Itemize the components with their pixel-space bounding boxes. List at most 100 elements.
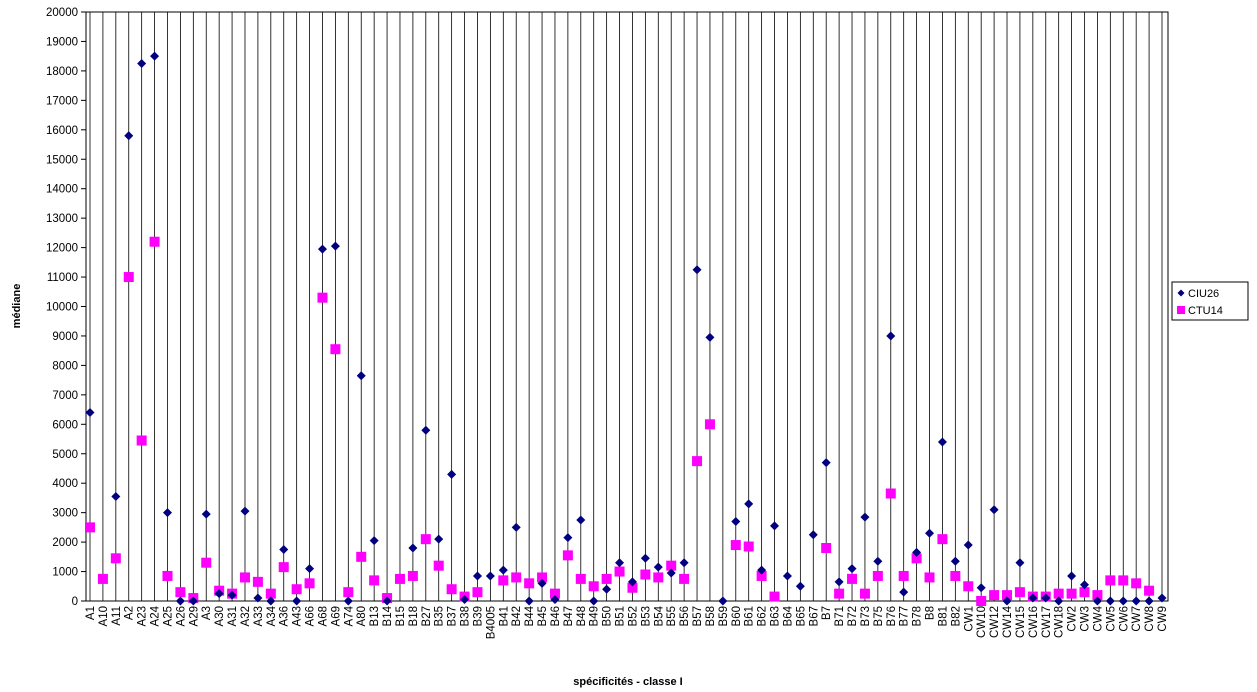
diamond-marker (627, 577, 637, 587)
diamond-marker (524, 596, 534, 606)
x-tick-label: CW17 (1041, 606, 1053, 638)
square-marker (588, 581, 599, 592)
diamond-marker (330, 241, 340, 251)
x-tick-label: A1 (85, 606, 97, 620)
x-tick-label: A2 (124, 606, 136, 620)
x-tick-label: A31 (227, 606, 239, 626)
x-tick-label: B50 (602, 606, 614, 626)
square-marker (963, 581, 974, 592)
x-tick-label: A36 (279, 606, 291, 626)
y-tick-label: 12000 (46, 243, 78, 255)
diamond-marker (795, 581, 805, 591)
x-tick-label: B53 (640, 606, 652, 626)
square-marker (1118, 575, 1129, 586)
x-tick-label: B56 (679, 606, 691, 626)
x-tick-label: A43 (292, 606, 304, 626)
x-tick-label: B46 (550, 606, 562, 626)
square-marker (201, 557, 212, 568)
y-tick-label: 5000 (52, 449, 78, 461)
square-marker (394, 573, 405, 584)
diamond-marker (834, 577, 844, 587)
diamond-marker (886, 331, 896, 341)
square-marker (924, 572, 935, 583)
square-marker (1066, 588, 1077, 599)
diamond-marker (150, 51, 160, 61)
diamond-marker (498, 565, 508, 575)
diamond-marker (563, 533, 573, 543)
square-marker (239, 572, 250, 583)
diamond-marker (692, 265, 702, 275)
square-marker (343, 587, 354, 598)
square-marker (743, 541, 754, 552)
square-marker (356, 551, 367, 562)
x-tick-label: B13 (369, 606, 381, 626)
x-tick-label: B81 (937, 606, 949, 626)
diamond-marker (705, 332, 715, 342)
diamond-marker (253, 593, 263, 603)
x-tick-label: A11 (111, 606, 123, 626)
square-marker (407, 570, 418, 581)
y-tick-label: 11000 (47, 272, 78, 284)
x-tick-label: B61 (744, 606, 756, 626)
diamond-marker (317, 244, 327, 254)
diamond-marker (770, 521, 780, 531)
x-tick-label: A80 (356, 606, 368, 626)
x-tick-label: B7 (821, 606, 833, 620)
diamond-marker (447, 469, 457, 479)
x-tick-label: B47 (563, 606, 575, 626)
x-tick-label: A26 (175, 606, 187, 626)
diamond-marker (1002, 596, 1012, 606)
diamond-marker (85, 408, 95, 418)
square-marker (549, 588, 560, 599)
y-axis-title: médiane (11, 284, 23, 329)
square-marker (704, 419, 715, 430)
square-marker (847, 573, 858, 584)
diamond-marker (111, 491, 121, 501)
x-tick-label: CW8 (1144, 606, 1156, 632)
diamond-marker (925, 528, 935, 538)
diamond-marker (240, 506, 250, 516)
legend-label: CIU26 (1188, 288, 1219, 300)
y-tick-label: 15000 (46, 154, 78, 166)
x-axis-title: spécificités - classe I (573, 676, 682, 688)
square-marker (627, 582, 638, 593)
diamond-marker (1118, 596, 1128, 606)
x-tick-label: A23 (137, 606, 149, 626)
square-marker (149, 236, 160, 247)
y-tick-label: 6000 (52, 419, 78, 431)
x-tick-label: A24 (150, 605, 162, 626)
square-marker (1079, 587, 1090, 598)
diamond-marker (821, 458, 831, 468)
x-tick-label: A30 (214, 606, 226, 626)
diamond-marker (899, 587, 909, 597)
legend-marker (1177, 289, 1185, 297)
diamond-marker (472, 571, 482, 581)
x-tick-label: B54 (653, 605, 665, 626)
diamond-marker (434, 534, 444, 544)
x-tick-label: CW9 (1157, 606, 1169, 632)
x-tick-label: B45 (537, 606, 549, 626)
square-marker (175, 587, 186, 598)
x-tick-label: B52 (627, 606, 639, 626)
x-tick-label: A69 (330, 606, 342, 626)
x-tick-label: A25 (162, 606, 174, 626)
x-tick-label: CW2 (1067, 606, 1079, 632)
square-marker (1014, 587, 1025, 598)
diamond-marker (511, 522, 521, 532)
x-tick-label: CW6 (1118, 606, 1130, 632)
x-tick-label: B82 (950, 606, 962, 626)
square-marker (769, 591, 780, 602)
diamond-marker (640, 553, 650, 563)
x-tick-label: B76 (886, 606, 898, 626)
y-tick-label: 7000 (52, 390, 78, 402)
diamond-marker (408, 543, 418, 553)
diamond-marker (1157, 593, 1167, 603)
x-tick-label: B51 (615, 606, 627, 626)
y-tick-label: 18000 (46, 66, 78, 78)
diamond-marker (718, 596, 728, 606)
x-tick-label: A3 (201, 606, 213, 620)
y-tick-label: 10000 (46, 302, 78, 314)
x-tick-label: CW4 (1092, 605, 1104, 631)
y-tick-label: 8000 (52, 360, 78, 372)
